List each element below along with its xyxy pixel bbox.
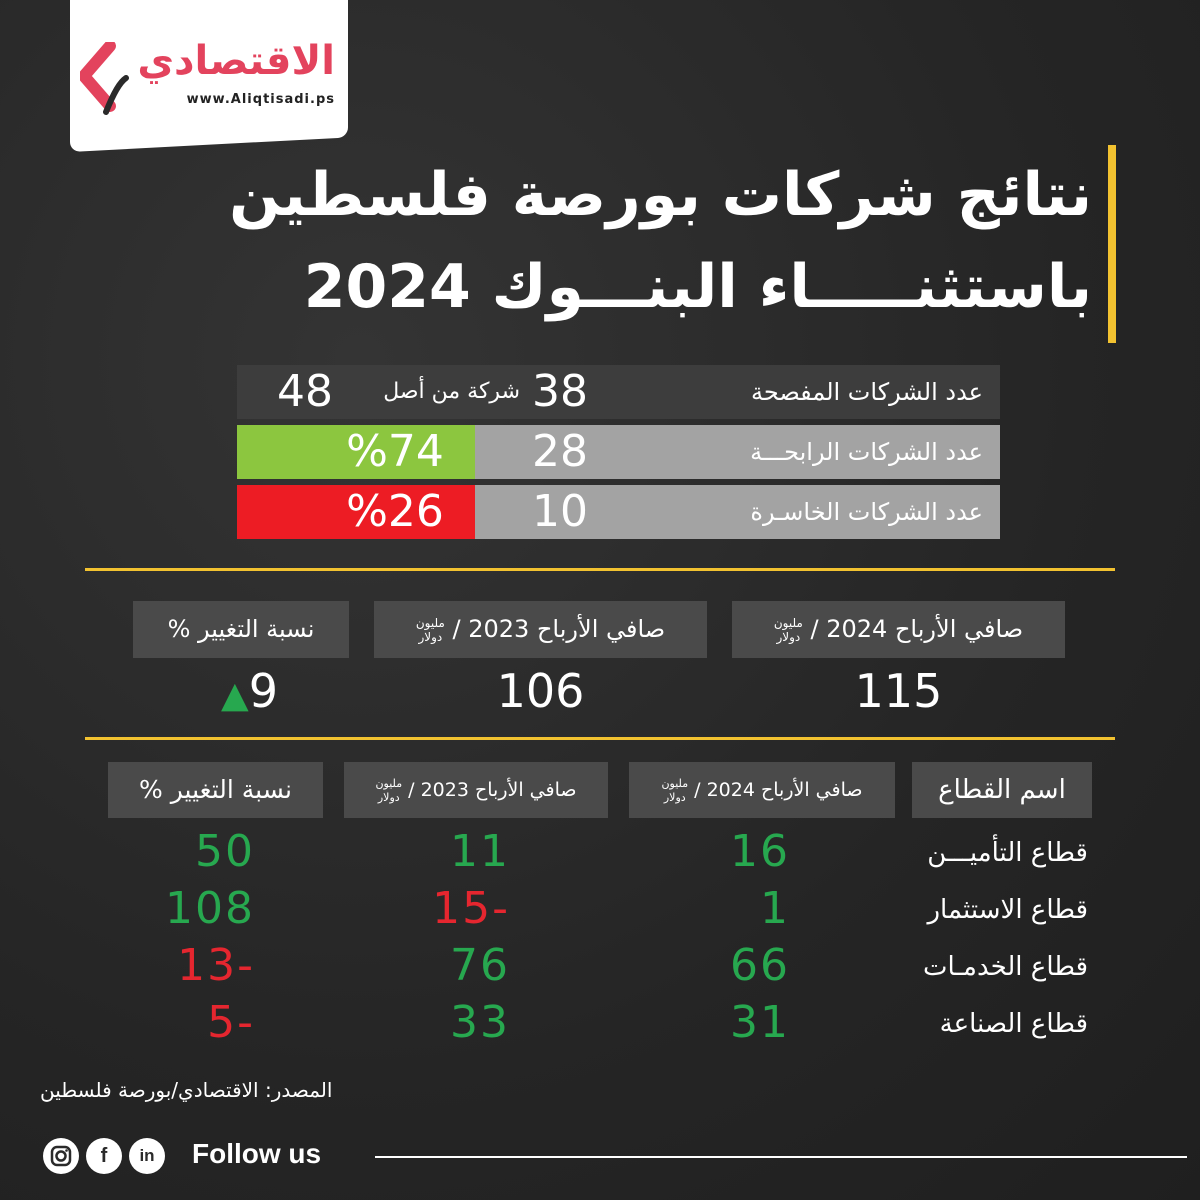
sector-row-1-2024: 1 <box>760 883 790 934</box>
unit-bottom: دولار <box>776 630 801 644</box>
unit-top: مليون <box>661 776 689 790</box>
unit-bottom: دولار <box>663 790 686 804</box>
sector-change-header: نسبة التغيير % <box>108 762 323 818</box>
title-accent-bar <box>1108 145 1116 343</box>
profitable-label: عدد الشركات الرابحـــة <box>750 438 983 466</box>
divider-2 <box>85 737 1115 740</box>
brand-url: www.Aliqtisadi.ps <box>186 92 335 107</box>
summary-row-disclosed <box>237 365 1000 419</box>
change-arrow-icon: ▲ <box>221 675 249 716</box>
summary-row-losing <box>475 485 1000 539</box>
facebook-icon[interactable]: f <box>86 1138 122 1174</box>
instagram-icon[interactable] <box>43 1138 79 1174</box>
sector-row-3-2024: 31 <box>730 997 790 1048</box>
sector-row-2-2024: 66 <box>730 940 790 991</box>
sector-row-3-name: قطاع الصناعة <box>939 1009 1088 1039</box>
brand-name: الاقتصادي <box>137 38 335 84</box>
disclosed-label: عدد الشركات المفصحة <box>751 378 983 406</box>
sector-2024-unit: مليون دولار <box>661 777 688 805</box>
sector-row-0-name: قطاع التأميـــن <box>927 838 1088 868</box>
unit-bottom: دولار <box>418 630 443 644</box>
divider-1 <box>85 568 1115 571</box>
losing-label: عدد الشركات الخاسـرة <box>750 498 983 526</box>
losing-percent: %26 <box>346 486 444 537</box>
sector-row-3-2023: 33 <box>450 997 510 1048</box>
source-note: المصدر: الاقتصادي/بورصة فلسطين <box>40 1078 333 1102</box>
unit-top: مليون <box>415 616 445 630</box>
sector-row-1-change: 108 <box>165 883 255 934</box>
profits-2024-value: 115 <box>854 664 943 718</box>
sector-2023-header: صافي الأرباح 2023 / مليون دولار <box>344 762 608 818</box>
sector-2023-header-label: صافي الأرباح 2023 / <box>408 779 577 801</box>
unit-bottom: دولار <box>377 790 400 804</box>
profits-2024-header: صافي الأرباح 2024 / مليون دولار <box>732 601 1065 658</box>
profits-2023-header: صافي الأرباح 2023 / مليون دولار <box>374 601 707 658</box>
sector-row-0-2023: 11 <box>450 826 510 877</box>
sector-row-1-name: قطاع الاستثمار <box>927 895 1089 925</box>
sector-row-3-change: 5- <box>207 997 255 1048</box>
sector-row-0-change: 50 <box>195 826 255 877</box>
sector-row-2-change: 13- <box>177 940 255 991</box>
sector-row-2-name: قطاع الخدمـات <box>923 952 1088 982</box>
title-line-2: باستثنـــــاء البنـــوك 2024 <box>303 252 1092 322</box>
profits-2024-unit: مليون دولار <box>774 616 803 644</box>
footer-line <box>375 1156 1187 1158</box>
profits-2024-header-label: صافي الأرباح 2024 / <box>810 615 1024 643</box>
sector-2023-unit: مليون دولار <box>375 777 402 805</box>
sector-name-header: اسم القطاع <box>912 762 1092 818</box>
unit-top: مليون <box>773 616 803 630</box>
summary-row-profitable <box>475 425 1000 479</box>
sector-2024-header: صافي الأرباح 2024 / مليون دولار <box>629 762 895 818</box>
sector-row-2-2023: 76 <box>450 940 510 991</box>
title-line-1: نتائج شركات بورصة فلسطين <box>229 160 1092 230</box>
linkedin-icon[interactable]: in <box>129 1138 165 1174</box>
disclosed-value: 38 <box>532 366 588 417</box>
sector-row-1-2023: 15- <box>432 883 510 934</box>
disclosed-total: 48 <box>277 366 333 417</box>
logo-mark-icon <box>80 42 129 115</box>
losing-value: 10 <box>532 486 588 537</box>
sector-row-0-2024: 16 <box>730 826 790 877</box>
unit-top: مليون <box>375 776 403 790</box>
profits-2023-header-label: صافي الأرباح 2023 / <box>452 615 666 643</box>
profits-change-cell: ▲9 <box>198 664 278 718</box>
profits-2023-value: 106 <box>496 664 585 718</box>
profitable-value: 28 <box>532 426 588 477</box>
profits-2023-unit: مليون دولار <box>416 616 445 644</box>
profits-change-value: 9 <box>248 664 278 718</box>
profits-change-header: نسبة التغيير % <box>133 601 349 658</box>
follow-us-label: Follow us <box>192 1138 322 1169</box>
profitable-percent-bar <box>237 425 475 479</box>
sector-2024-header-label: صافي الأرباح 2024 / <box>694 779 863 801</box>
profitable-percent: %74 <box>346 426 444 477</box>
disclosed-middle-text: شركة من أصل <box>383 379 520 404</box>
losing-percent-bar <box>237 485 475 539</box>
